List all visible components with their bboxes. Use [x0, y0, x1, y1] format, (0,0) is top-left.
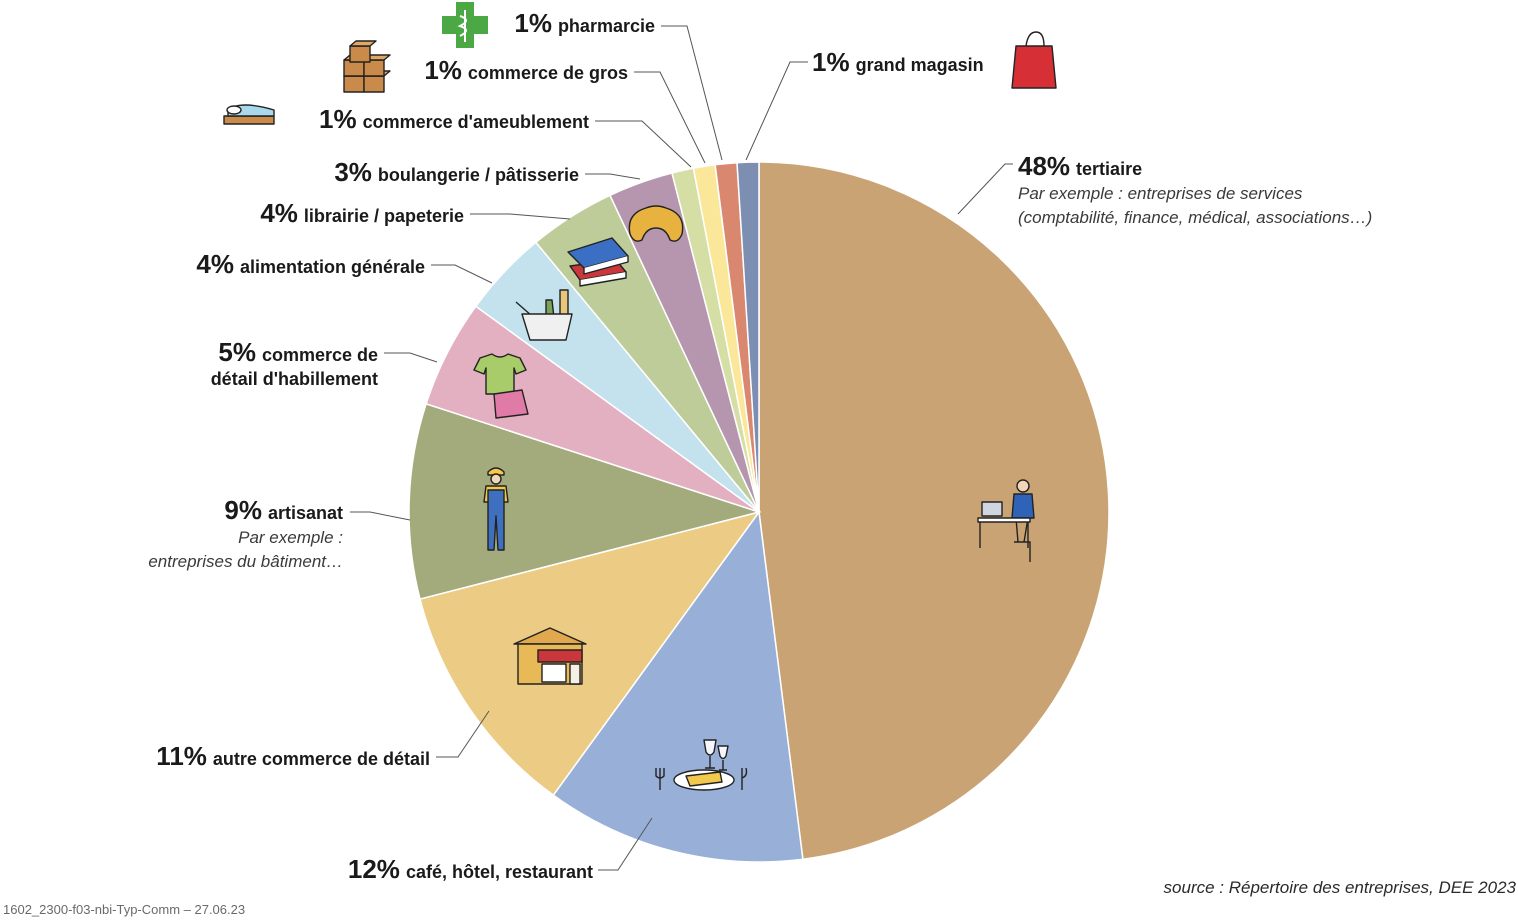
slice-label-commerce-d-ameublement: 1% commerce d'ameublement: [319, 104, 589, 134]
slice-percent: 5%: [218, 337, 256, 367]
slice-labels: 48% tertiaire Par exemple : entreprises de…: [148, 8, 1372, 884]
label-line: 11% autre commerce de détail: [156, 741, 430, 771]
caduceus-mark: [457, 10, 467, 42]
label-line: 9% artisanat: [224, 495, 343, 525]
slice-label-alimentation-generale: 4% alimentation générale: [196, 249, 425, 279]
slice-name-line: détail d'habillement: [211, 369, 378, 389]
slice-name: commerce de: [262, 345, 378, 365]
pie-slice-cafe-hotel-restaurant: [552, 510, 804, 863]
slice-label-commerce-de-gros: 1% commerce de gros: [424, 55, 628, 85]
slice-label-grand-magasin: 1% grand magasin: [812, 47, 984, 77]
slice-name: commerce de gros: [468, 63, 628, 83]
slice-label-commerce-de-detail-d-habillement: 5% commerce de détail d'habillement: [211, 337, 378, 389]
slice-name: librairie / papeterie: [304, 206, 464, 226]
slice-percent: 12%: [348, 854, 400, 884]
slice-percent: 3%: [334, 157, 372, 187]
clothes-icon: [473, 353, 529, 419]
label-line: 48% tertiaire: [1018, 151, 1142, 181]
croissant-icon: [628, 205, 684, 242]
slice-name: café, hôtel, restaurant: [406, 862, 593, 882]
leader-line-artisanat: [350, 511, 411, 521]
slice-note: Par exemple : entreprises de services: [1018, 184, 1303, 203]
slice-name: autre commerce de détail: [213, 749, 430, 769]
slice-name: grand magasin: [856, 55, 984, 75]
leader-line-commerce-de-detail-d-habillement: [384, 352, 438, 363]
leader-lines: [350, 25, 1013, 871]
worker-icon: [483, 467, 509, 551]
slice-percent: 9%: [224, 495, 262, 525]
leader-line-autre-commerce-de-detail: [436, 710, 490, 758]
source-note: source : Répertoire des entreprises, DEE…: [1164, 878, 1517, 897]
footer-code: 1602_2300-f03-nbi-Typ-Comm – 27.06.23: [3, 902, 245, 917]
leader-line-cafe-hotel-restaurant: [598, 817, 653, 871]
pie-slice-tertiaire: [758, 161, 1110, 861]
slice-label-librairie-papeterie: 4% librairie / papeterie: [260, 198, 464, 228]
leader-line-commerce-de-gros: [634, 71, 706, 164]
pie-slice-autre-commerce-de-detail: [419, 510, 761, 797]
slice-note: Par exemple :: [238, 528, 343, 547]
books-icon: [567, 237, 629, 287]
slice-name: pharmarcie: [558, 16, 655, 36]
leader-line-commerce-d-ameublement: [595, 120, 692, 168]
slice-percent: 48%: [1018, 151, 1070, 181]
slice-name: alimentation générale: [240, 257, 425, 277]
slice-percent: 4%: [196, 249, 234, 279]
slice-label-tertiaire: 48% tertiaire Par exemple : entreprises de…: [1018, 151, 1372, 227]
slice-label-artisanat: 9% artisanat Par exemple : entreprises du b…: [148, 495, 343, 571]
label-line: 1% commerce d'ameublement: [319, 104, 589, 134]
slice-icons: [223, 2, 1057, 791]
label-line: 1% commerce de gros: [424, 55, 628, 85]
leader-line-tertiaire: [957, 163, 1013, 215]
slice-label-boulangerie-patisserie: 3% boulangerie / pâtisserie: [334, 157, 579, 187]
slice-name: commerce d'ameublement: [363, 112, 589, 132]
slice-note: (comptabilité, finance, médical, associa…: [1018, 208, 1372, 227]
pharmacy-cross-icon: [442, 2, 488, 48]
label-line: 5% commerce de: [218, 337, 378, 367]
leader-line-grand-magasin: [745, 61, 808, 161]
pie-slice-grand-magasin: [736, 161, 760, 513]
slice-percent: 1%: [424, 55, 462, 85]
label-line: 1% pharmarcie: [514, 8, 655, 38]
slice-label-autre-commerce-de-detail: 11% autre commerce de détail: [156, 741, 430, 771]
leader-line-alimentation-generale: [431, 264, 493, 284]
office-worker-icon: [977, 479, 1035, 562]
label-line: 3% boulangerie / pâtisserie: [334, 157, 579, 187]
shop-icon: [513, 627, 587, 685]
slice-name: boulangerie / pâtisserie: [378, 165, 579, 185]
slice-percent: 1%: [812, 47, 850, 77]
label-line: 12% café, hôtel, restaurant: [348, 854, 593, 884]
pie-slices: [408, 161, 1110, 863]
slice-label-pharmarcie: 1% pharmarcie: [514, 8, 655, 38]
slice-percent: 1%: [319, 104, 357, 134]
slice-name: tertiaire: [1076, 159, 1142, 179]
basket-icon: [515, 289, 573, 341]
leader-line-pharmarcie: [661, 25, 723, 161]
slice-label-cafe-hotel-restaurant: 12% café, hôtel, restaurant: [348, 854, 593, 884]
boxes-icon: [343, 40, 391, 93]
slice-name: artisanat: [268, 503, 343, 523]
slice-percent: 11%: [156, 741, 207, 771]
label-line: 4% alimentation générale: [196, 249, 425, 279]
slice-percent: 4%: [260, 198, 298, 228]
leader-line-boulangerie-patisserie: [585, 173, 641, 180]
label-line: 1% grand magasin: [812, 47, 984, 77]
leader-line-librairie-papeterie: [470, 213, 571, 220]
shopping-bag-icon: [1011, 31, 1057, 89]
place-setting-icon: [655, 739, 748, 791]
label-line: 4% librairie / papeterie: [260, 198, 464, 228]
slice-note: entreprises du bâtiment…: [148, 552, 343, 571]
pie-slice-artisanat: [408, 402, 762, 600]
bed-icon: [223, 104, 275, 125]
slice-percent: 1%: [514, 8, 552, 38]
